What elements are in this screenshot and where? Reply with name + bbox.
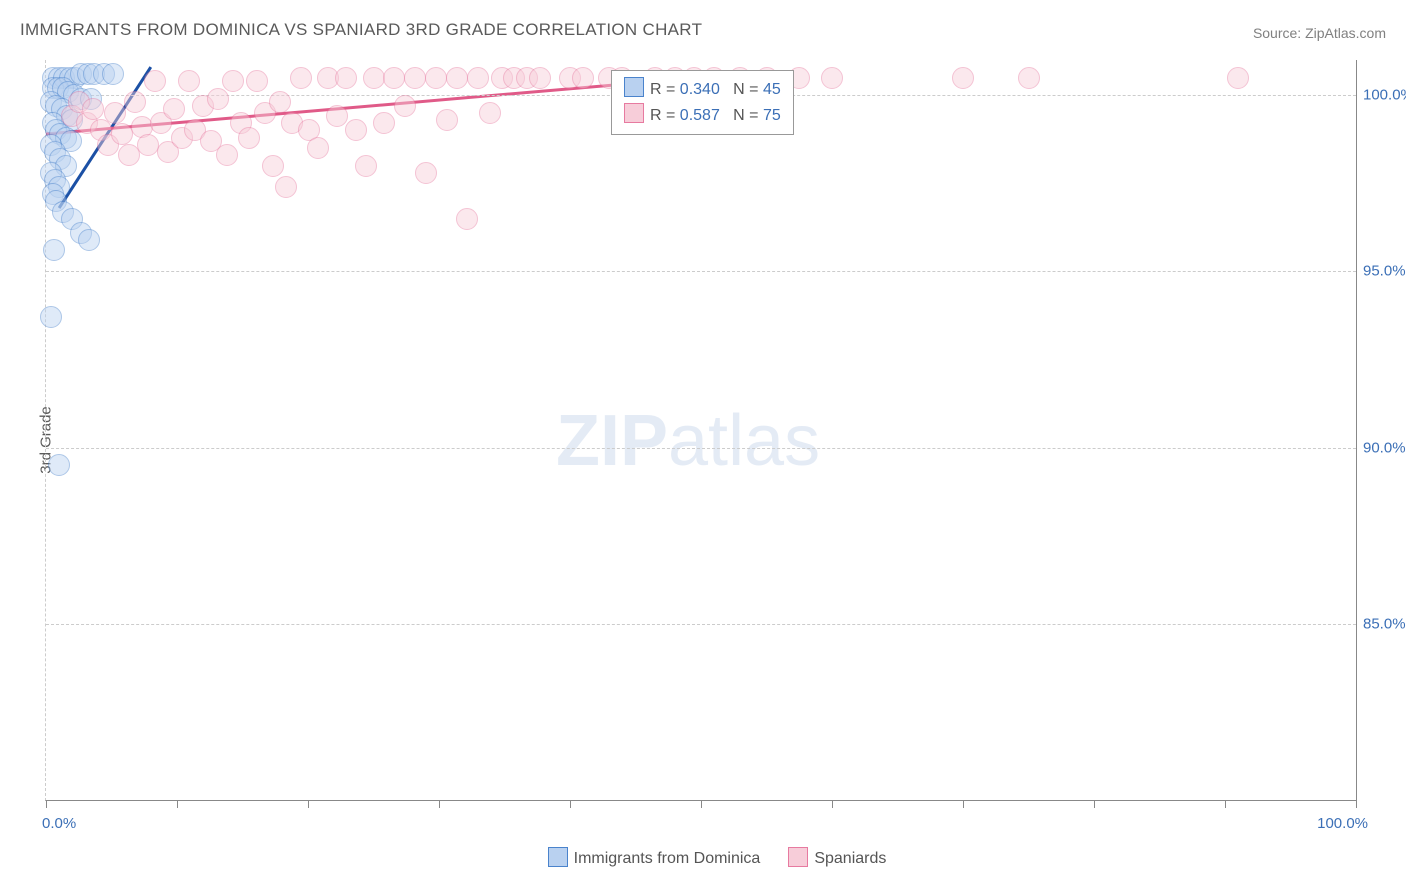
watermark-zip: ZIP bbox=[556, 401, 668, 481]
legend-swatch bbox=[548, 847, 568, 867]
data-point bbox=[207, 88, 229, 110]
watermark-atlas: atlas bbox=[668, 401, 820, 481]
data-point bbox=[269, 91, 291, 113]
data-point bbox=[307, 137, 329, 159]
data-point bbox=[394, 95, 416, 117]
data-point bbox=[335, 67, 357, 89]
trendlines-layer bbox=[46, 60, 1356, 800]
x-tick bbox=[1356, 800, 1357, 808]
data-point bbox=[40, 306, 62, 328]
data-point bbox=[373, 112, 395, 134]
stats-legend-row: R = 0.587 N = 75 bbox=[624, 103, 781, 129]
data-point bbox=[238, 127, 260, 149]
data-point bbox=[163, 98, 185, 120]
legend-stat-label: R = bbox=[650, 107, 680, 124]
data-point bbox=[82, 98, 104, 120]
data-point bbox=[363, 67, 385, 89]
legend-stat-label: R = bbox=[650, 81, 680, 98]
data-point bbox=[952, 67, 974, 89]
data-point bbox=[124, 91, 146, 113]
data-point bbox=[118, 144, 140, 166]
legend-r-value: 0.587 bbox=[680, 107, 720, 124]
legend-swatch bbox=[788, 847, 808, 867]
source-prefix: Source: bbox=[1253, 25, 1305, 41]
x-tick bbox=[1094, 800, 1095, 808]
data-point bbox=[78, 229, 100, 251]
legend-stat-label: N = bbox=[720, 107, 763, 124]
legend-swatch bbox=[624, 103, 644, 123]
source-attribution: Source: ZipAtlas.com bbox=[1253, 25, 1386, 41]
data-point bbox=[446, 67, 468, 89]
data-point bbox=[275, 176, 297, 198]
data-point bbox=[415, 162, 437, 184]
legend-n-value: 75 bbox=[763, 107, 781, 124]
data-point bbox=[383, 67, 405, 89]
data-point bbox=[178, 70, 200, 92]
plot-area: ZIPatlas 85.0%90.0%95.0%100.0%0.0%100.0%… bbox=[45, 60, 1357, 801]
x-tick bbox=[701, 800, 702, 808]
x-tick bbox=[46, 800, 47, 808]
legend-swatch bbox=[624, 77, 644, 97]
x-tick bbox=[963, 800, 964, 808]
x-tick-label: 0.0% bbox=[42, 815, 76, 832]
chart-title: IMMIGRANTS FROM DOMINICA VS SPANIARD 3RD… bbox=[20, 20, 702, 40]
y-tick-label: 90.0% bbox=[1363, 439, 1406, 456]
data-point bbox=[1227, 67, 1249, 89]
legend-series-name: Immigrants from Dominica bbox=[574, 850, 761, 867]
data-point bbox=[479, 102, 501, 124]
data-point bbox=[425, 67, 447, 89]
legend-n-value: 45 bbox=[763, 81, 781, 98]
data-point bbox=[467, 67, 489, 89]
source-link[interactable]: ZipAtlas.com bbox=[1305, 25, 1386, 41]
stats-legend-row: R = 0.340 N = 45 bbox=[624, 77, 781, 103]
gridline bbox=[46, 624, 1356, 625]
gridline bbox=[46, 448, 1356, 449]
data-point bbox=[404, 67, 426, 89]
data-point bbox=[355, 155, 377, 177]
x-tick bbox=[439, 800, 440, 808]
data-point bbox=[436, 109, 458, 131]
data-point bbox=[43, 239, 65, 261]
watermark: ZIPatlas bbox=[556, 400, 820, 482]
x-tick bbox=[177, 800, 178, 808]
legend-r-value: 0.340 bbox=[680, 81, 720, 98]
data-point bbox=[104, 102, 126, 124]
y-tick-label: 95.0% bbox=[1363, 263, 1406, 280]
data-point bbox=[345, 119, 367, 141]
data-point bbox=[262, 155, 284, 177]
x-tick bbox=[1225, 800, 1226, 808]
data-point bbox=[216, 144, 238, 166]
data-point bbox=[456, 208, 478, 230]
x-tick-label: 100.0% bbox=[1317, 815, 1368, 832]
y-tick-label: 85.0% bbox=[1363, 615, 1406, 632]
data-point bbox=[222, 70, 244, 92]
data-point bbox=[821, 67, 843, 89]
data-point bbox=[102, 63, 124, 85]
data-point bbox=[290, 67, 312, 89]
stats-legend: R = 0.340 N = 45R = 0.587 N = 75 bbox=[611, 70, 794, 135]
bottom-legend: Immigrants from Dominica Spaniards bbox=[0, 847, 1406, 868]
data-point bbox=[572, 67, 594, 89]
data-point bbox=[326, 105, 348, 127]
gridline bbox=[46, 271, 1356, 272]
data-point bbox=[48, 454, 70, 476]
data-point bbox=[529, 67, 551, 89]
x-tick bbox=[570, 800, 571, 808]
legend-series-name: Spaniards bbox=[814, 850, 886, 867]
x-tick bbox=[832, 800, 833, 808]
data-point bbox=[246, 70, 268, 92]
data-point bbox=[1018, 67, 1040, 89]
legend-stat-label: N = bbox=[720, 81, 763, 98]
data-point bbox=[144, 70, 166, 92]
y-tick-label: 100.0% bbox=[1363, 87, 1406, 104]
x-tick bbox=[308, 800, 309, 808]
